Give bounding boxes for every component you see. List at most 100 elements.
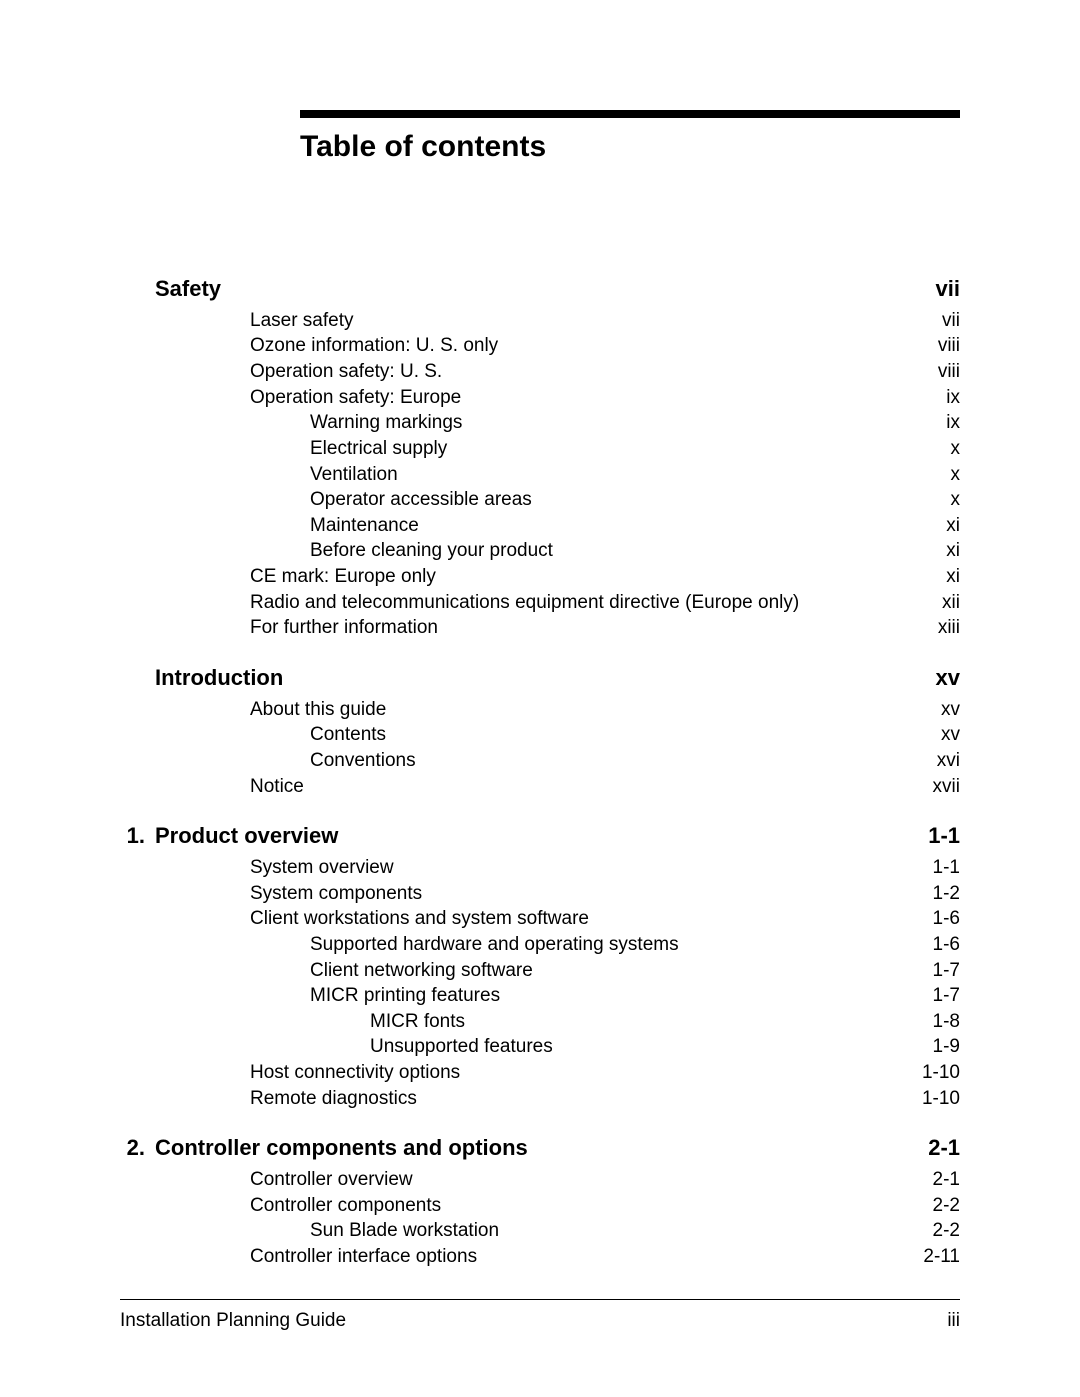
toc-entry: Operator accessible areasx bbox=[120, 487, 960, 513]
toc-entry: MICR fonts 1-8 bbox=[120, 1009, 960, 1035]
toc-section-head: 1.Product overview 1-1 bbox=[120, 821, 960, 851]
toc-entry-page: 1-2 bbox=[910, 881, 960, 907]
toc-entry-page: xv bbox=[910, 697, 960, 723]
toc-entry: Maintenance xi bbox=[120, 513, 960, 539]
toc-section-head: Introductionxv bbox=[120, 663, 960, 693]
toc-entry: System overview 1-1 bbox=[120, 855, 960, 881]
toc-entry: System components 1-2 bbox=[120, 881, 960, 907]
toc-entry-page: 1-7 bbox=[910, 983, 960, 1009]
toc-entry-page: x bbox=[910, 436, 960, 462]
toc-entry-page: 1-7 bbox=[910, 958, 960, 984]
toc-entry-page: 1-10 bbox=[910, 1086, 960, 1112]
toc-entry-label: Electrical supply bbox=[155, 436, 447, 462]
toc-entry: About this guide xv bbox=[120, 697, 960, 723]
heading-rule bbox=[300, 110, 960, 118]
toc-entry-page: viii bbox=[910, 333, 960, 359]
toc-entry-label: Controller interface options bbox=[155, 1244, 477, 1270]
toc-entry: Before cleaning your product xi bbox=[120, 538, 960, 564]
footer-page-number: iii bbox=[947, 1310, 960, 1332]
toc-entry: Warning markings ix bbox=[120, 410, 960, 436]
toc-entry-page: 1-8 bbox=[910, 1009, 960, 1035]
toc-entry-page: 2-2 bbox=[910, 1193, 960, 1219]
toc-section-page: 1-1 bbox=[910, 821, 960, 851]
toc-entry-label: Radio and telecommunications equipment d… bbox=[155, 590, 799, 616]
toc-entry: Client workstations and system software 1… bbox=[120, 906, 960, 932]
toc-entry: Controller components 2-2 bbox=[120, 1193, 960, 1219]
toc-entry-label: System components bbox=[155, 881, 422, 907]
toc-entry-label: MICR printing features bbox=[155, 983, 500, 1009]
toc-section-head: Safetyvii bbox=[120, 274, 960, 304]
toc-entry-page: xv bbox=[910, 722, 960, 748]
toc-entry-label: Operation safety: U. S. bbox=[155, 359, 442, 385]
toc-entry-page: xi bbox=[910, 513, 960, 539]
toc-section: IntroductionxvAbout this guidexvContents… bbox=[120, 663, 960, 799]
toc-entry: CE mark: Europe onlyxi bbox=[120, 564, 960, 590]
toc-entry: Ventilationx bbox=[120, 462, 960, 488]
toc-entry: Controller interface options 2-11 bbox=[120, 1244, 960, 1270]
toc-entry-label: About this guide bbox=[155, 697, 386, 723]
toc-entry: Conventions xvi bbox=[120, 748, 960, 774]
page: Table of contents SafetyviiLaser safetyv… bbox=[0, 0, 1080, 1397]
toc-entry: Ozone information: U. S. only viii bbox=[120, 333, 960, 359]
toc-entry-label: Conventions bbox=[155, 748, 416, 774]
toc-entry: Operation safety: Europe ix bbox=[120, 385, 960, 411]
toc-section: 2.Controller components and options2-1Co… bbox=[120, 1133, 960, 1269]
toc-entry-label: Maintenance bbox=[155, 513, 419, 539]
footer: Installation Planning Guide iii bbox=[120, 1299, 960, 1332]
toc-entry-label: Laser safety bbox=[155, 308, 354, 334]
toc-entry-page: viii bbox=[910, 359, 960, 385]
toc-entry-label: Host connectivity options bbox=[155, 1060, 460, 1086]
toc-entry-label: Remote diagnostics bbox=[155, 1086, 417, 1112]
toc-entry-label: System overview bbox=[155, 855, 394, 881]
toc-entry-label: MICR fonts bbox=[155, 1009, 465, 1035]
toc-entry: Client networking software 1-7 bbox=[120, 958, 960, 984]
toc-entry-label: Controller components bbox=[155, 1193, 441, 1219]
toc-entry: Unsupported features 1-9 bbox=[120, 1034, 960, 1060]
toc-entry-page: 1-6 bbox=[910, 906, 960, 932]
toc-entry-page: 2-2 bbox=[910, 1218, 960, 1244]
toc-entry-label: Supported hardware and operating systems bbox=[155, 932, 679, 958]
toc-entry: Electrical supply x bbox=[120, 436, 960, 462]
toc-entry-page: xii bbox=[910, 590, 960, 616]
toc-entry-page: xi bbox=[910, 538, 960, 564]
toc-entry: Host connectivity options 1-10 bbox=[120, 1060, 960, 1086]
toc-entry: Contents xv bbox=[120, 722, 960, 748]
toc-entry-page: 1-1 bbox=[910, 855, 960, 881]
toc-entry: For further informationxiii bbox=[120, 615, 960, 641]
toc-entry-page: 1-10 bbox=[910, 1060, 960, 1086]
toc-entry-page: ix bbox=[910, 410, 960, 436]
toc-entry-page: ix bbox=[910, 385, 960, 411]
toc-entry: Controller overview2-1 bbox=[120, 1167, 960, 1193]
toc-entry-label: Before cleaning your product bbox=[155, 538, 553, 564]
toc-section-title: Safety bbox=[155, 274, 221, 304]
toc-section: SafetyviiLaser safetyviiOzone informatio… bbox=[120, 274, 960, 641]
toc-entry-label: Warning markings bbox=[155, 410, 462, 436]
page-title: Table of contents bbox=[300, 130, 960, 164]
toc-section: 1.Product overview1-1System overview1-1S… bbox=[120, 821, 960, 1111]
toc-entry-label: Sun Blade workstation bbox=[155, 1218, 499, 1244]
toc-entry-page: 2-11 bbox=[910, 1244, 960, 1270]
footer-left: Installation Planning Guide bbox=[120, 1310, 346, 1332]
toc-entry-page: x bbox=[910, 462, 960, 488]
toc-entry-page: xi bbox=[910, 564, 960, 590]
toc-entry: Sun Blade workstation 2-2 bbox=[120, 1218, 960, 1244]
toc-entry-page: x bbox=[910, 487, 960, 513]
toc-entry-label: Unsupported features bbox=[155, 1034, 553, 1060]
toc-entry: Operation safety: U. S. viii bbox=[120, 359, 960, 385]
toc-section-title: Product overview bbox=[155, 821, 338, 851]
toc-section-number: 1. bbox=[120, 821, 155, 851]
toc-entry-label: Client networking software bbox=[155, 958, 533, 984]
toc-entry: Noticexvii bbox=[120, 774, 960, 800]
toc-section-number: 2. bbox=[120, 1133, 155, 1163]
toc-section-page: xv bbox=[910, 663, 960, 693]
toc-entry-label: Operation safety: Europe bbox=[155, 385, 461, 411]
toc-entry-label: Contents bbox=[155, 722, 386, 748]
toc-entry-page: 1-9 bbox=[910, 1034, 960, 1060]
toc-entry-label: Client workstations and system software bbox=[155, 906, 589, 932]
toc-entry-page: xvi bbox=[910, 748, 960, 774]
toc-entry-page: vii bbox=[910, 308, 960, 334]
toc-entry-page: 2-1 bbox=[910, 1167, 960, 1193]
toc-entry: Laser safety vii bbox=[120, 308, 960, 334]
toc-section-title: Controller components and options bbox=[155, 1133, 528, 1163]
toc-entry-label: Ozone information: U. S. only bbox=[155, 333, 498, 359]
